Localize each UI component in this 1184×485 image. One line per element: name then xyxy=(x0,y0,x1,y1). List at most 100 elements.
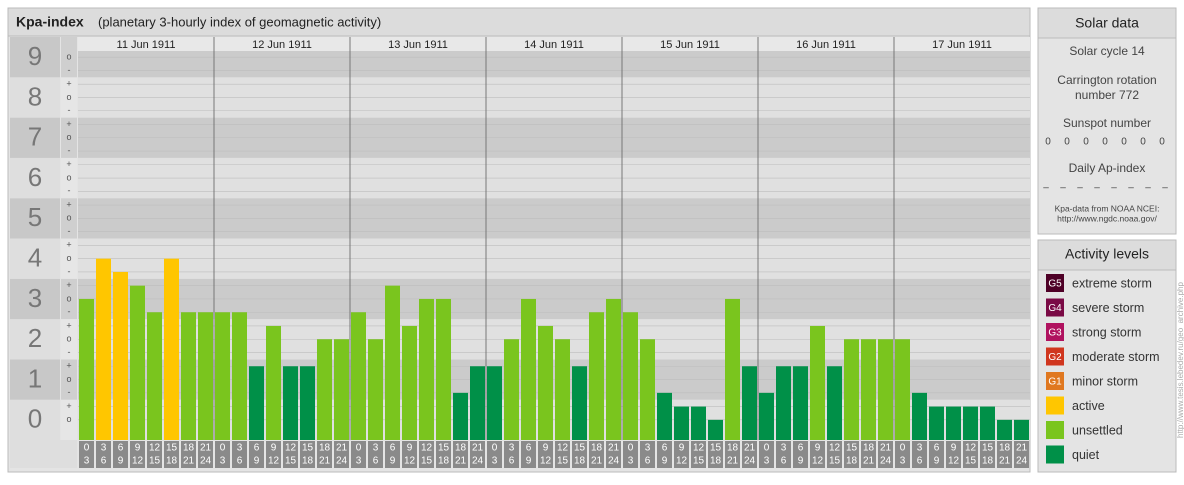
y-subtick-label: - xyxy=(68,105,71,115)
legend-title-bar xyxy=(1037,239,1177,271)
sunspot-value: 0 xyxy=(1064,137,1070,148)
y-subtick-label: o xyxy=(66,374,71,384)
time-label: 18 xyxy=(455,443,467,454)
y-subtick-label: + xyxy=(66,401,71,411)
bar xyxy=(130,285,145,440)
time-label: 15 xyxy=(710,443,722,454)
time-label: 15 xyxy=(166,443,178,454)
ap-value: – xyxy=(1043,183,1049,194)
bar xyxy=(334,339,349,440)
time-cell xyxy=(266,441,281,468)
sub-axis-band xyxy=(61,359,77,400)
time-label: 12 xyxy=(285,443,297,454)
time-cell xyxy=(385,441,400,468)
bar xyxy=(980,406,995,440)
time-label: 21 xyxy=(880,443,892,454)
time-label: 9 xyxy=(135,443,141,454)
sunspot-value: 0 xyxy=(1159,137,1165,148)
time-label: 15 xyxy=(846,443,858,454)
legend-badge: G4 xyxy=(1048,303,1062,314)
time-cell xyxy=(844,441,859,468)
bar xyxy=(776,366,791,440)
bar xyxy=(912,392,927,440)
time-label: 0 xyxy=(220,443,226,454)
y-subtick-label: - xyxy=(68,387,71,397)
time-cell xyxy=(640,441,655,468)
bar xyxy=(300,366,315,440)
time-cell xyxy=(368,441,383,468)
time-label: 12 xyxy=(693,443,705,454)
bar xyxy=(691,406,706,440)
axis-band xyxy=(10,37,60,78)
bar xyxy=(470,366,485,440)
y-subtick-label: o xyxy=(66,92,71,102)
y-tick-label: 7 xyxy=(28,122,42,152)
time-cell xyxy=(674,441,689,468)
solar-title: Solar data xyxy=(1075,15,1139,31)
time-label: 3 xyxy=(764,456,770,467)
time-label: 21 xyxy=(863,456,875,467)
time-label: 12 xyxy=(557,443,569,454)
time-label: 24 xyxy=(744,456,756,467)
y-subtick-label: o xyxy=(66,172,71,182)
legend-badge: G3 xyxy=(1048,328,1062,339)
time-label: 12 xyxy=(812,456,824,467)
time-cell xyxy=(572,441,587,468)
time-cell xyxy=(997,441,1012,468)
time-cell xyxy=(453,441,468,468)
time-label: 12 xyxy=(404,456,416,467)
time-label: 0 xyxy=(628,443,634,454)
bar xyxy=(113,271,128,440)
solar-text: http://www.ngdc.noaa.gov/ xyxy=(1057,213,1157,223)
time-cell xyxy=(436,441,451,468)
time-label: 3 xyxy=(645,443,651,454)
time-label: 18 xyxy=(574,456,586,467)
solar-text: Carrington rotation xyxy=(1057,73,1156,87)
time-label: 12 xyxy=(676,456,688,467)
y-tick-label: 5 xyxy=(28,202,42,232)
legend-label: minor storm xyxy=(1072,374,1138,388)
time-label: 9 xyxy=(798,456,804,467)
time-label: 0 xyxy=(356,443,362,454)
bar xyxy=(946,406,961,440)
sunspot-value: 0 xyxy=(1102,137,1108,148)
bar xyxy=(1014,419,1029,440)
time-label: 3 xyxy=(917,443,923,454)
time-cell xyxy=(946,441,961,468)
time-cell xyxy=(725,441,740,468)
time-label: 3 xyxy=(220,456,226,467)
date-label: 11 Jun 1911 xyxy=(117,39,176,51)
solar-text: Daily Ap-index xyxy=(1069,161,1146,175)
title-bar xyxy=(7,7,1031,37)
bar xyxy=(453,392,468,440)
time-label: 3 xyxy=(101,443,107,454)
sub-axis-band xyxy=(61,77,77,118)
ap-value: – xyxy=(1128,183,1134,194)
date-label: 17 Jun 1911 xyxy=(932,39,992,51)
legend-label: strong storm xyxy=(1072,325,1141,339)
bar xyxy=(79,298,94,440)
axis-band xyxy=(10,319,60,360)
time-label: 6 xyxy=(526,443,532,454)
bar xyxy=(623,312,638,440)
time-cell xyxy=(895,441,910,468)
y-subtick-label: o xyxy=(66,52,71,62)
time-label: 21 xyxy=(336,443,348,454)
time-label: 3 xyxy=(900,456,906,467)
sub-axis-band xyxy=(61,238,77,279)
legend-badge: G5 xyxy=(1048,279,1062,290)
time-label: 24 xyxy=(880,456,892,467)
time-label: 9 xyxy=(934,456,940,467)
time-cell xyxy=(980,441,995,468)
time-label: 15 xyxy=(829,456,841,467)
bar xyxy=(147,312,162,440)
time-label: 18 xyxy=(999,443,1011,454)
y-subtick-label: + xyxy=(66,119,71,129)
date-label: 15 Jun 1911 xyxy=(660,39,720,51)
time-label: 9 xyxy=(526,456,532,467)
time-label: 3 xyxy=(628,456,634,467)
time-label: 21 xyxy=(455,456,467,467)
bar xyxy=(997,419,1012,440)
time-cell xyxy=(198,441,213,468)
y-subtick-label: + xyxy=(66,240,71,250)
